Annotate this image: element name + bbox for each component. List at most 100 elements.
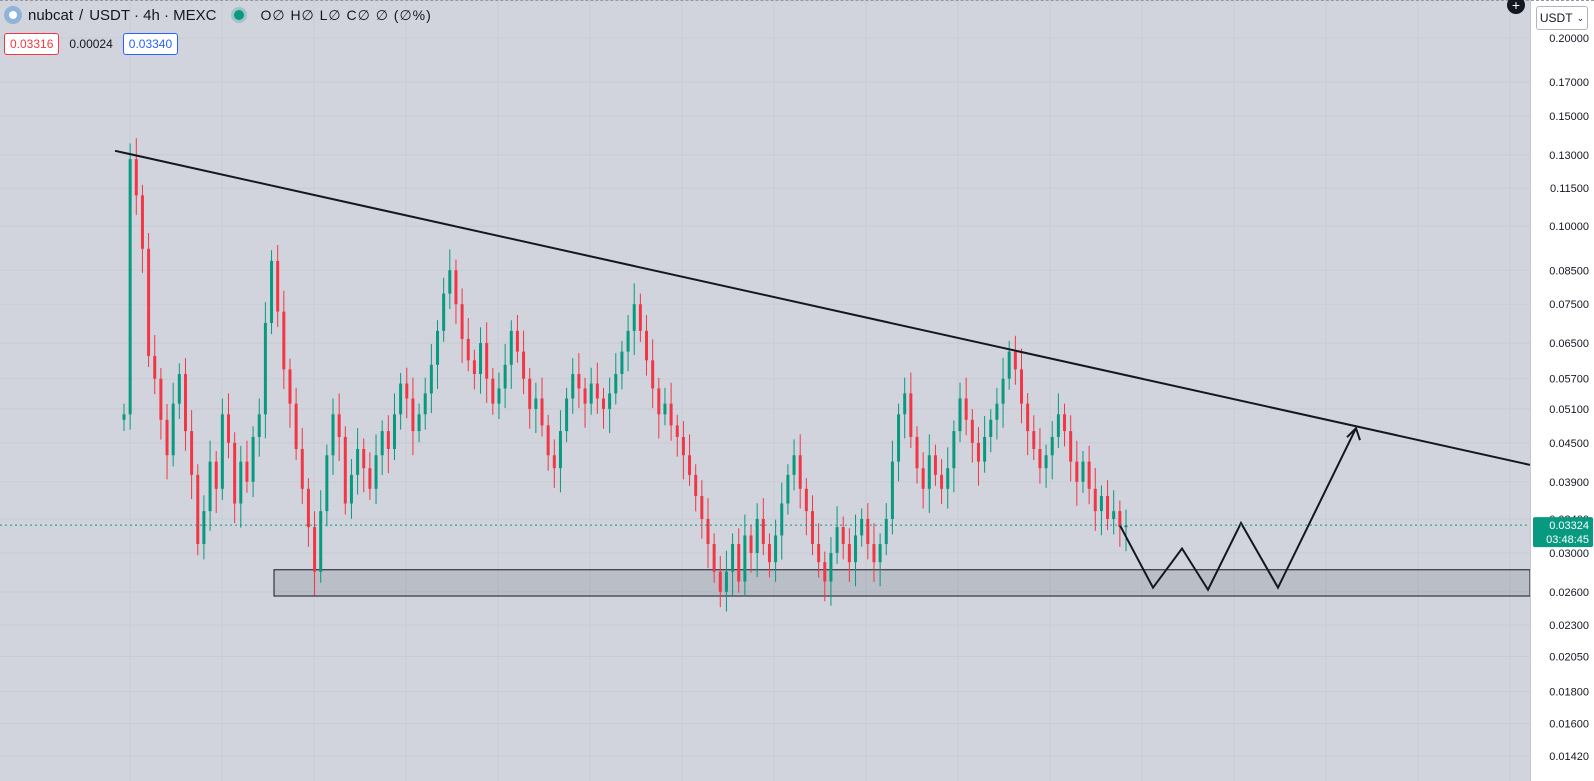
candle-body [1118, 511, 1122, 528]
candle-body [774, 535, 778, 563]
candle-body [817, 544, 821, 563]
candle-body [503, 364, 507, 389]
candle-body [903, 393, 907, 415]
candle-body [515, 330, 519, 352]
symbol-info[interactable]: USDT · 4h · MEXC [89, 6, 217, 24]
candle-body [380, 431, 384, 456]
price-tick-label: 0.04500 [1549, 438, 1589, 450]
candle-body [829, 552, 833, 582]
candle-body [140, 195, 144, 249]
candle-body [214, 461, 218, 489]
candle-body [528, 378, 532, 409]
candle-body [134, 159, 138, 196]
candle-body [915, 436, 919, 469]
candle-body [909, 393, 913, 437]
market-status-dot[interactable] [234, 10, 245, 20]
candle-body [362, 449, 366, 469]
candle-body [1063, 414, 1067, 432]
candle-body [866, 518, 870, 545]
candle-body [276, 260, 280, 312]
candle-body [313, 527, 317, 572]
candle-body [368, 468, 372, 489]
price-tick-label: 0.05100 [1549, 404, 1589, 416]
price-tick-label: 0.06500 [1549, 338, 1589, 350]
candle-body [1106, 496, 1110, 519]
candle-body [257, 414, 261, 437]
drawings[interactable] [114, 149, 1530, 592]
candle-body [196, 474, 200, 545]
candle-body [288, 369, 292, 404]
candle-body [454, 270, 458, 305]
candle-body [626, 330, 630, 352]
candle-body [651, 360, 655, 389]
symbol-header: nubcat / USDT · 4h · MEXC O∅ H∅ L∅ C∅ ∅ … [4, 6, 432, 24]
candle-body [300, 449, 304, 489]
candle-body [190, 431, 194, 475]
candle-body [804, 488, 808, 512]
candle-body [792, 455, 796, 475]
candle-body [227, 414, 231, 443]
candle-body [1032, 431, 1036, 450]
add-plus-icon[interactable]: + [1507, 0, 1525, 14]
candle-body [712, 544, 716, 572]
candle-body [497, 388, 501, 404]
trendline[interactable] [114, 149, 1530, 466]
candle-body [731, 544, 735, 572]
price-axis[interactable]: 0.20000 0.17000 0.15000 0.13000 0.11500 0.100… [1530, 0, 1594, 781]
price-tick-label: 0.03000 [1549, 548, 1589, 560]
support-zone[interactable] [273, 569, 1530, 597]
candle-body [485, 343, 489, 379]
candle-body [423, 393, 427, 415]
candle-body [177, 374, 181, 404]
candle-body [319, 511, 323, 572]
price-chart[interactable] [0, 0, 1530, 781]
candle-body [1038, 449, 1042, 469]
currency-label: USDT [1539, 11, 1573, 25]
grid-lines [0, 0, 1530, 781]
chart-area[interactable] [0, 0, 1530, 781]
candle-body [294, 403, 298, 450]
candle-body [343, 436, 347, 504]
currency-selector[interactable]: USDT ⌄ [1536, 6, 1588, 30]
candle-body [245, 461, 249, 482]
countdown-label: 03:48:45 [1546, 534, 1589, 546]
candle-body [964, 398, 968, 420]
bid-ask-bar: 0.03316 0.00024 0.03340 [4, 33, 179, 55]
candle-body [1075, 461, 1079, 482]
candle-body [374, 455, 378, 489]
candle-body [239, 461, 243, 504]
candle-body [823, 562, 827, 582]
candle-body [706, 518, 710, 545]
buy-price[interactable]: 0.03340 [122, 33, 179, 55]
candle-body [442, 293, 446, 331]
candle-body [1099, 496, 1103, 512]
candle-body [233, 442, 237, 504]
candle-body [878, 544, 882, 563]
candle-body [681, 436, 685, 456]
candle-body [737, 544, 741, 582]
support-zone-rect[interactable] [273, 569, 1530, 597]
candle-body [958, 398, 962, 432]
symbol-name[interactable]: nubcat [28, 6, 74, 24]
price-tick-label: 0.02050 [1549, 651, 1589, 663]
candle-body [1124, 525, 1128, 528]
candle-body [952, 431, 956, 469]
candle-body [552, 455, 556, 469]
candle-body [399, 383, 403, 415]
candle-body [128, 159, 132, 415]
price-tick-label: 0.01420 [1549, 751, 1589, 763]
projection-path[interactable] [1119, 427, 1357, 592]
sell-price[interactable]: 0.03316 [4, 33, 60, 55]
candle-body [472, 360, 476, 375]
candle-body [589, 383, 593, 404]
coin-icon[interactable] [4, 6, 22, 24]
candle-body [1069, 431, 1073, 462]
candle-body [282, 311, 286, 370]
candle-body [386, 431, 390, 450]
price-tick-label: 0.17000 [1549, 77, 1589, 89]
candle-body [571, 374, 575, 399]
last-price-tag[interactable] [1533, 517, 1593, 548]
candle-body [509, 330, 513, 365]
candle-body [614, 374, 618, 394]
candle-body [1081, 461, 1085, 482]
